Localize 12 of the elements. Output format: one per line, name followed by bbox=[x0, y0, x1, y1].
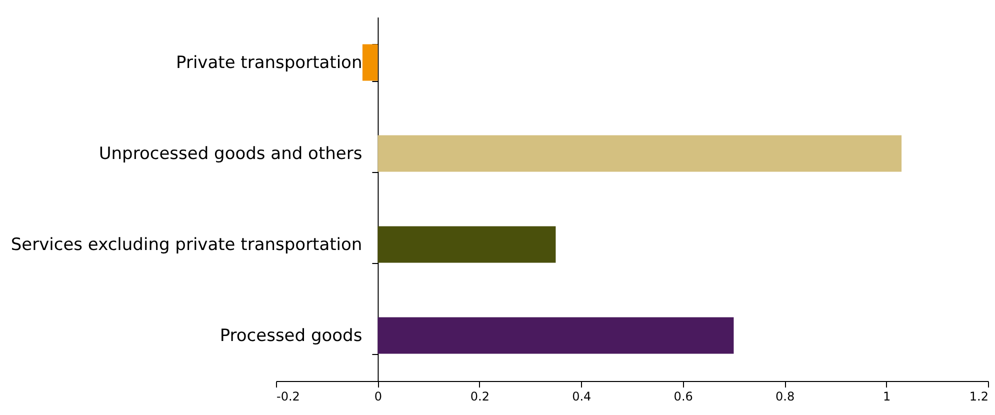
y-tick-label: Private transportation bbox=[176, 53, 362, 73]
x-tick-label: 0.4 bbox=[572, 390, 592, 404]
y-tick-label: Unprocessed goods and others bbox=[98, 144, 362, 164]
x-tick-label: 1 bbox=[882, 390, 891, 404]
x-tick-label: 0 bbox=[374, 390, 382, 404]
y-tick-label: Processed goods bbox=[220, 326, 362, 346]
x-tick-label: 0.6 bbox=[674, 390, 693, 404]
x-tick-label: 0.8 bbox=[776, 390, 795, 404]
x-tick-label: 1.2 bbox=[969, 390, 988, 404]
x-tick-label: -0.2 bbox=[276, 390, 300, 404]
x-tick-label: 0.2 bbox=[470, 390, 490, 404]
y-tick-label: Services excluding private transportation bbox=[10, 235, 362, 255]
